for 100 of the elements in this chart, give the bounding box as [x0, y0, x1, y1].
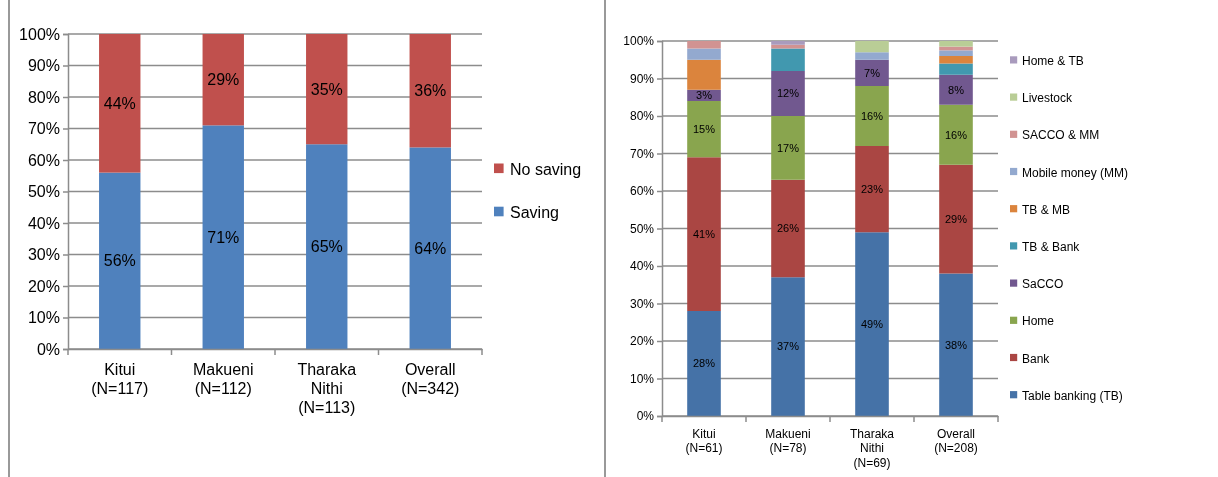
bar: [202, 34, 244, 126]
y-tick-label: 30%: [27, 246, 60, 264]
legend-label: SACCO & MM: [1022, 128, 1100, 143]
y-tick-label: 10%: [629, 371, 655, 386]
bar: [687, 48, 721, 60]
bar: [855, 52, 889, 60]
data-label: 16%: [944, 128, 968, 141]
y-tick-label: 80%: [27, 88, 60, 106]
y-tick-label: 90%: [27, 57, 60, 75]
data-label: 3%: [696, 89, 713, 102]
bar: [687, 157, 721, 311]
data-label: 16%: [860, 109, 884, 122]
bar: [855, 86, 889, 146]
bar: [687, 101, 721, 158]
bar: [409, 147, 451, 349]
bar: [202, 125, 244, 349]
y-tick-label: 60%: [629, 184, 655, 199]
data-label: 29%: [944, 212, 968, 225]
bar: [771, 71, 805, 116]
bar: [855, 59, 889, 86]
bar: [855, 146, 889, 233]
y-tick-label: 50%: [629, 221, 655, 236]
bar: [939, 74, 973, 105]
bar: [939, 164, 973, 274]
y-tick-label: 30%: [629, 296, 655, 311]
bar: [409, 34, 451, 148]
x-tick-label: Kitui (N=117): [91, 361, 149, 398]
bar: [771, 116, 805, 180]
data-label: 29%: [207, 71, 240, 89]
data-label: 71%: [207, 228, 240, 246]
bar: [687, 311, 721, 416]
legend-label: Home: [1022, 314, 1055, 329]
y-tick-label: 100%: [19, 25, 60, 43]
bar: [306, 34, 348, 145]
legend-label: SaCCO: [1022, 277, 1064, 292]
bar: [939, 104, 973, 165]
y-tick-label: 0%: [636, 409, 655, 424]
y-tick-label: 20%: [27, 277, 60, 295]
bar: [855, 232, 889, 416]
data-label: 64%: [414, 239, 447, 257]
bar: [771, 48, 805, 71]
bar: [771, 41, 805, 45]
y-tick-label: 40%: [629, 259, 655, 274]
x-tick-label: Overall (N=208): [934, 427, 978, 456]
legend-label: Bank: [1022, 351, 1051, 366]
data-label: 49%: [860, 317, 884, 330]
y-tick-label: 10%: [27, 309, 60, 327]
legend-label: Table banking (TB): [1022, 388, 1123, 403]
y-tick-label: 90%: [629, 71, 655, 86]
data-label: 15%: [692, 122, 716, 135]
y-tick-label: 50%: [27, 183, 60, 201]
data-label: 28%: [692, 357, 716, 370]
y-tick-label: 40%: [27, 214, 60, 232]
bar: [99, 34, 141, 173]
data-label: 12%: [776, 87, 800, 100]
data-label: 8%: [948, 83, 965, 96]
legend-label: Home & TB: [1022, 53, 1084, 68]
legend-label: Mobile money (MM): [1022, 165, 1129, 180]
x-tick-label: Overall (N=342): [401, 361, 460, 398]
data-label: 44%: [103, 94, 136, 112]
data-label: 35%: [310, 80, 343, 98]
bar: [306, 144, 348, 349]
y-tick-label: 80%: [629, 109, 655, 124]
y-tick-label: 70%: [27, 120, 60, 138]
x-tick-label: Makueni (N=78): [765, 427, 811, 456]
bar: [939, 56, 973, 64]
bar: [687, 59, 721, 90]
bar: [939, 50, 973, 56]
data-label: 36%: [414, 82, 447, 100]
legend-label: TB & MB: [1022, 202, 1071, 217]
data-label: 38%: [944, 338, 968, 351]
y-tick-label: 0%: [36, 340, 60, 358]
y-tick-label: 100%: [623, 34, 655, 49]
y-tick-label: 70%: [629, 146, 655, 161]
bar: [99, 172, 141, 349]
data-label: 41%: [692, 227, 716, 240]
x-tick-label: Makueni (N=112): [193, 361, 254, 398]
data-label: 23%: [860, 182, 884, 195]
bar: [939, 273, 973, 416]
bar: [771, 44, 805, 49]
y-tick-label: 20%: [629, 334, 655, 349]
bar: [687, 41, 721, 49]
data-label: 7%: [864, 66, 881, 79]
bar: [939, 63, 973, 75]
bar: [855, 41, 889, 53]
y-tick-label: 60%: [27, 151, 60, 169]
x-tick-label: Kitui (N=61): [685, 427, 723, 456]
data-label: 17%: [776, 141, 800, 154]
x-tick-label: Tharaka Nithi (N=69): [849, 427, 895, 470]
data-label: 65%: [310, 238, 343, 256]
bar: [771, 179, 805, 278]
x-tick-label: Tharaka Nithi (N=113): [297, 361, 357, 417]
bar: [939, 41, 973, 47]
legend-label: Livestock: [1022, 91, 1074, 106]
bar: [771, 277, 805, 416]
legend-label: TB & Bank: [1022, 239, 1081, 254]
data-label: 37%: [776, 340, 800, 353]
data-label: 56%: [103, 252, 136, 270]
legend-label: No saving: [510, 161, 582, 179]
legend-label: Saving: [510, 204, 559, 222]
